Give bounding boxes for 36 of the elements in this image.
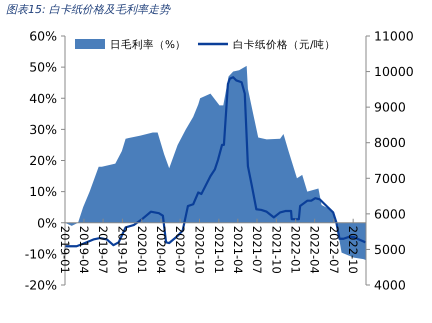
- y-tick-label: 10%: [29, 184, 58, 200]
- y2-tick-label: 6000: [374, 206, 406, 222]
- chart-title: 图表15: 白卡纸价格及毛利率走势: [6, 3, 172, 16]
- x-tick-label: 2022-01: [288, 226, 303, 274]
- y2-tick-label: 5000: [374, 242, 406, 257]
- x-tick-label: 2019-10: [115, 226, 130, 274]
- y-tick-label: 40%: [29, 90, 58, 106]
- x-tick-label: 2019-07: [96, 226, 110, 274]
- x-tick-label: 2021-04: [230, 226, 245, 274]
- y-tick-label: -10%: [24, 246, 58, 262]
- y-tick-label: -20%: [24, 278, 58, 292]
- x-tick-label: 2020-04: [154, 226, 168, 274]
- y2-tick-label: 10000: [374, 64, 414, 80]
- y-tick-label: 60%: [29, 28, 58, 44]
- y-tick-label: 30%: [29, 122, 58, 137]
- x-tick-label: 2021-07: [250, 226, 264, 274]
- y-tick-label: 20%: [29, 153, 58, 168]
- legend-label: 白卡纸价格（元/吨）: [232, 38, 336, 51]
- x-tick-label: 2022-10: [346, 226, 360, 274]
- y2-tick-label: 9000: [374, 100, 406, 115]
- x-tick-label: 2019-04: [76, 226, 91, 274]
- x-tick-label: 2020-01: [134, 226, 149, 274]
- x-tick-label: 2021-01: [212, 226, 226, 274]
- y-tick-label: 50%: [29, 60, 58, 75]
- legend-label: 日毛利率（%）: [110, 38, 186, 51]
- x-tick-label: 2019-01: [58, 226, 72, 274]
- x-tick-label: 2022-07: [326, 226, 341, 274]
- y-tick-label: 0%: [37, 215, 58, 230]
- x-tick-label: 2020-10: [192, 226, 207, 274]
- y2-tick-label: 7000: [374, 170, 406, 186]
- x-tick-label: 2020-07: [173, 226, 188, 274]
- y2-tick-label: 11000: [374, 28, 414, 44]
- y2-tick-label: 8000: [374, 135, 406, 150]
- x-tick-label: 2022-04: [308, 226, 322, 274]
- x-tick-label: 2021-10: [269, 226, 284, 274]
- y2-tick-label: 4000: [374, 278, 406, 292]
